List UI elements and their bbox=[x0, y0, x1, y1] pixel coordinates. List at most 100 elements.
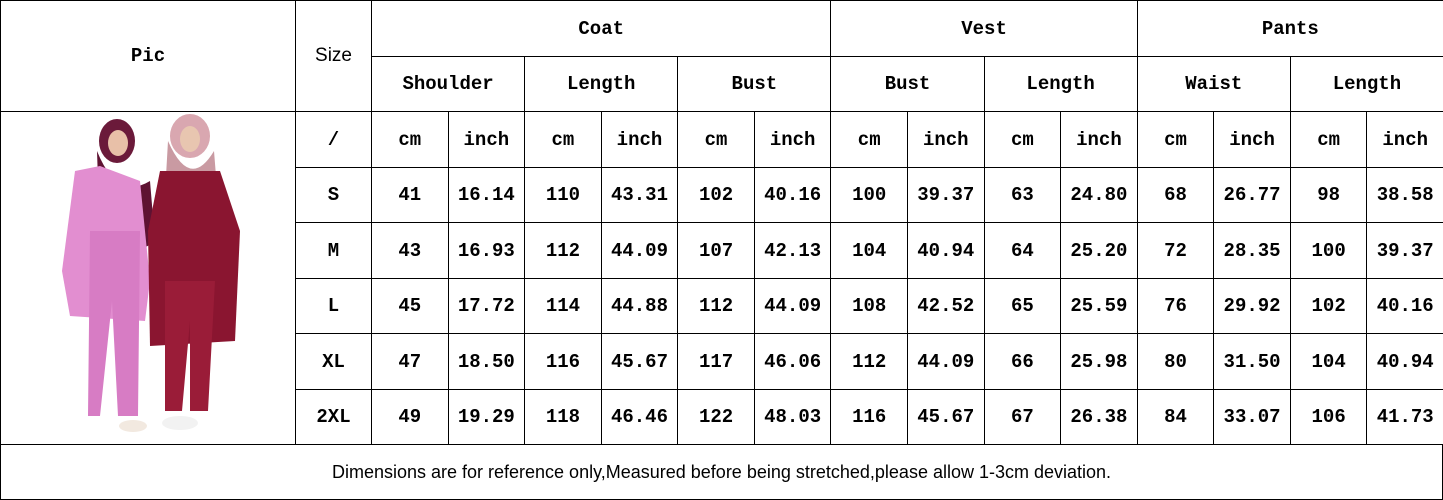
value-cell: 26.38 bbox=[1060, 389, 1138, 445]
value-cell: 116 bbox=[830, 389, 908, 445]
column-header: Waist bbox=[1136, 56, 1291, 112]
unit-cell: inch bbox=[1060, 111, 1138, 168]
value-cell: 100 bbox=[830, 167, 908, 223]
value-cell: 38.58 bbox=[1366, 167, 1443, 223]
value-cell: 42.52 bbox=[907, 278, 985, 334]
column-header: Length bbox=[524, 56, 679, 112]
value-cell: 26.77 bbox=[1213, 167, 1291, 223]
column-header: Shoulder bbox=[371, 56, 526, 112]
unit-cell: cm bbox=[1289, 111, 1368, 168]
value-cell: 45.67 bbox=[907, 389, 985, 445]
value-cell: 107 bbox=[677, 222, 755, 279]
value-cell: 33.07 bbox=[1213, 389, 1291, 445]
value-cell: 122 bbox=[677, 389, 755, 445]
value-cell: 106 bbox=[1289, 389, 1368, 445]
column-header: Length bbox=[1289, 56, 1443, 112]
value-cell: 44.88 bbox=[600, 278, 679, 334]
value-cell: 110 bbox=[524, 167, 602, 223]
size-cell: XL bbox=[295, 333, 372, 390]
value-cell: 18.50 bbox=[447, 333, 526, 390]
unit-cell: cm bbox=[524, 111, 602, 168]
unit-cell: / bbox=[295, 111, 372, 168]
value-cell: 42.13 bbox=[753, 222, 832, 279]
value-cell: 24.80 bbox=[1060, 167, 1138, 223]
value-cell: 44.09 bbox=[600, 222, 679, 279]
value-cell: 39.37 bbox=[907, 167, 985, 223]
value-cell: 25.98 bbox=[1060, 333, 1138, 390]
column-header: Bust bbox=[677, 56, 832, 112]
size-cell: 2XL bbox=[295, 389, 372, 445]
value-cell: 100 bbox=[1289, 222, 1368, 279]
value-cell: 84 bbox=[1136, 389, 1215, 445]
value-cell: 40.16 bbox=[1366, 278, 1443, 334]
value-cell: 25.20 bbox=[1060, 222, 1138, 279]
value-cell: 116 bbox=[524, 333, 602, 390]
value-cell: 29.92 bbox=[1213, 278, 1291, 334]
value-cell: 40.16 bbox=[753, 167, 832, 223]
unit-cell: inch bbox=[600, 111, 679, 168]
column-header: Bust bbox=[830, 56, 985, 112]
size-header: Size bbox=[295, 0, 372, 112]
value-cell: 41.73 bbox=[1366, 389, 1443, 445]
group-header: Coat bbox=[371, 0, 832, 57]
unit-cell: cm bbox=[371, 111, 449, 168]
value-cell: 65 bbox=[983, 278, 1062, 334]
unit-cell: inch bbox=[1213, 111, 1291, 168]
value-cell: 45 bbox=[371, 278, 449, 334]
value-cell: 63 bbox=[983, 167, 1062, 223]
footer-note: Dimensions are for reference only,Measur… bbox=[0, 444, 1443, 500]
size-cell: L bbox=[295, 278, 372, 334]
value-cell: 16.93 bbox=[447, 222, 526, 279]
unit-cell: inch bbox=[907, 111, 985, 168]
unit-cell: cm bbox=[830, 111, 908, 168]
value-cell: 31.50 bbox=[1213, 333, 1291, 390]
value-cell: 49 bbox=[371, 389, 449, 445]
group-header: Pants bbox=[1136, 0, 1443, 57]
unit-cell: inch bbox=[1366, 111, 1443, 168]
group-header: Vest bbox=[830, 0, 1138, 57]
value-cell: 25.59 bbox=[1060, 278, 1138, 334]
value-cell: 117 bbox=[677, 333, 755, 390]
value-cell: 72 bbox=[1136, 222, 1215, 279]
value-cell: 45.67 bbox=[600, 333, 679, 390]
value-cell: 114 bbox=[524, 278, 602, 334]
value-cell: 46.46 bbox=[600, 389, 679, 445]
value-cell: 68 bbox=[1136, 167, 1215, 223]
value-cell: 44.09 bbox=[907, 333, 985, 390]
value-cell: 39.37 bbox=[1366, 222, 1443, 279]
value-cell: 80 bbox=[1136, 333, 1215, 390]
value-cell: 102 bbox=[677, 167, 755, 223]
value-cell: 64 bbox=[983, 222, 1062, 279]
size-cell: M bbox=[295, 222, 372, 279]
value-cell: 43.31 bbox=[600, 167, 679, 223]
value-cell: 19.29 bbox=[447, 389, 526, 445]
value-cell: 98 bbox=[1289, 167, 1368, 223]
value-cell: 67 bbox=[983, 389, 1062, 445]
value-cell: 17.72 bbox=[447, 278, 526, 334]
value-cell: 112 bbox=[524, 222, 602, 279]
size-cell: S bbox=[295, 167, 372, 223]
value-cell: 44.09 bbox=[753, 278, 832, 334]
product-photo bbox=[0, 111, 296, 445]
unit-cell: cm bbox=[983, 111, 1062, 168]
value-cell: 112 bbox=[677, 278, 755, 334]
unit-cell: cm bbox=[677, 111, 755, 168]
value-cell: 76 bbox=[1136, 278, 1215, 334]
unit-cell: inch bbox=[447, 111, 526, 168]
value-cell: 47 bbox=[371, 333, 449, 390]
value-cell: 104 bbox=[830, 222, 908, 279]
value-cell: 16.14 bbox=[447, 167, 526, 223]
value-cell: 118 bbox=[524, 389, 602, 445]
value-cell: 40.94 bbox=[1366, 333, 1443, 390]
value-cell: 28.35 bbox=[1213, 222, 1291, 279]
value-cell: 108 bbox=[830, 278, 908, 334]
value-cell: 104 bbox=[1289, 333, 1368, 390]
value-cell: 40.94 bbox=[907, 222, 985, 279]
pic-header: Pic bbox=[0, 0, 296, 112]
value-cell: 66 bbox=[983, 333, 1062, 390]
unit-cell: inch bbox=[753, 111, 832, 168]
value-cell: 102 bbox=[1289, 278, 1368, 334]
value-cell: 46.06 bbox=[753, 333, 832, 390]
value-cell: 41 bbox=[371, 167, 449, 223]
